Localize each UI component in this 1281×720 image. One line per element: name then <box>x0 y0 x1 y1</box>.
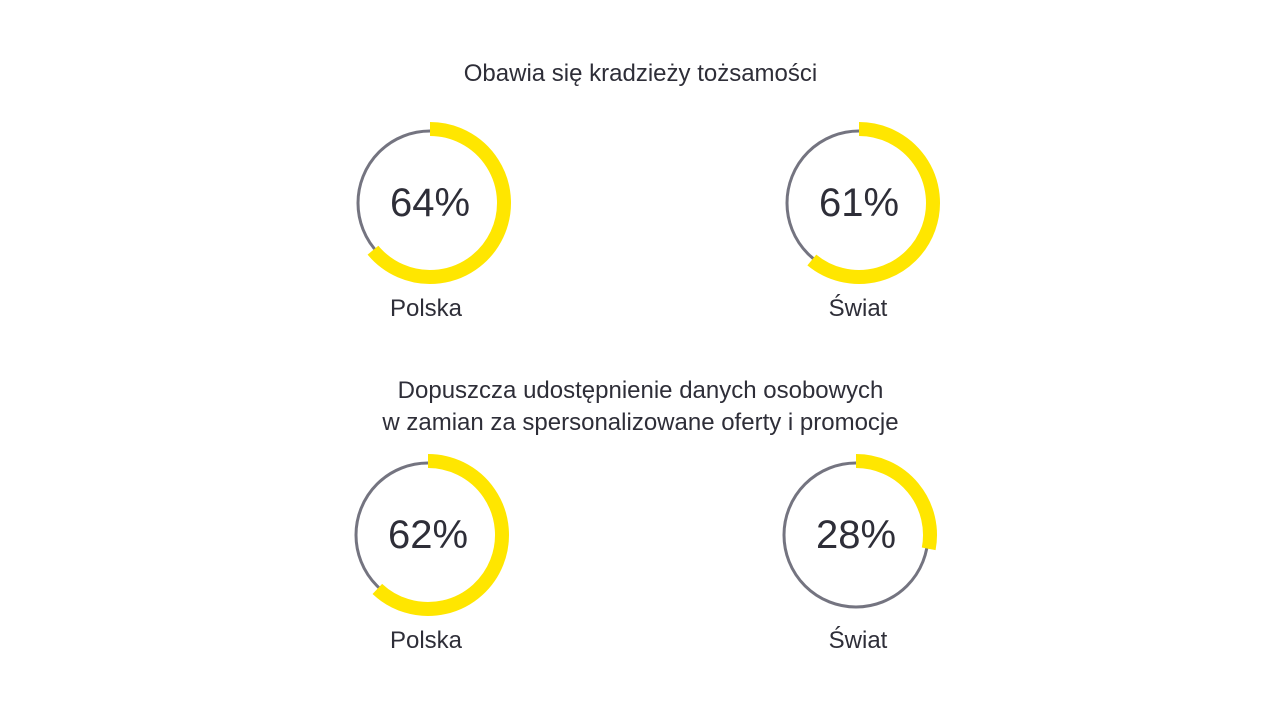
donut-chart-2-swiat-label: Świat <box>828 627 888 654</box>
donut-chart-2-polska: 62% <box>343 450 513 620</box>
donut-chart-1-swiat: 61% <box>774 118 944 288</box>
chart-2-title-line-1: Dopuszcza udostępnienie danych osobowych <box>397 377 884 404</box>
donut-chart-1-swiat-label: Świat <box>828 295 888 322</box>
donut-chart-1-polska-svg <box>356 122 511 284</box>
donut-chart-2-polska-svg <box>354 454 509 616</box>
donut-chart-1-polska-arc <box>367 122 511 284</box>
donut-chart-1-polska-value: 64% <box>389 180 471 225</box>
donut-chart-1-swiat-value: 61% <box>818 180 900 225</box>
chart-2-title: Dopuszcza udostępnienie danych osobowych… <box>0 375 1281 439</box>
donut-chart-2-swiat-value: 28% <box>815 512 897 557</box>
donut-chart-2-swiat: 28% <box>771 450 941 620</box>
donut-chart-1-swiat-svg <box>785 122 940 284</box>
chart-1-title-line-1: Obawia się kradzieży tożsamości <box>463 60 818 87</box>
donut-chart-2-swiat-arc <box>855 454 937 551</box>
donut-chart-2-polska-arc <box>372 454 509 616</box>
donut-chart-1-polska: 64% <box>345 118 515 288</box>
chart-2-title-line-2: w zamian za spersonalizowane oferty i pr… <box>382 409 899 436</box>
donut-chart-2-polska-value: 62% <box>387 512 469 557</box>
chart-1-title: Obawia się kradzieży tożsamości <box>0 58 1281 90</box>
donut-chart-1-polska-label: Polska <box>389 295 463 322</box>
donut-chart-1-swiat-arc <box>807 122 940 284</box>
donut-chart-2-polska-label: Polska <box>389 627 463 654</box>
donut-chart-2-swiat-svg <box>782 454 937 609</box>
